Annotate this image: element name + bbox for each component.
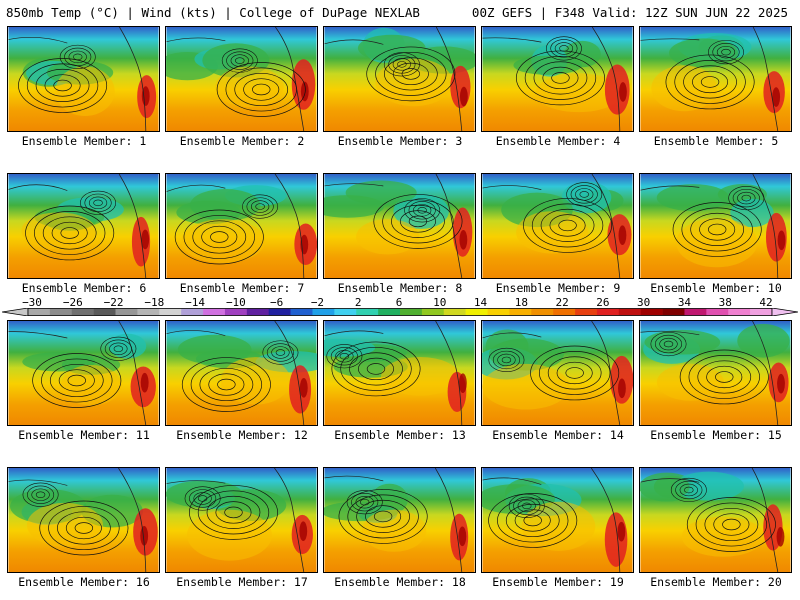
colorbar-tick-label: 2 <box>354 296 362 309</box>
ensemble-member-map <box>7 173 160 279</box>
colorbar-tick-label: 30 <box>637 296 651 309</box>
ensemble-member-label: Ensemble Member: 12 <box>176 428 308 442</box>
colorbar-tick-label: 34 <box>677 296 692 309</box>
ensemble-member-map <box>639 467 792 573</box>
ensemble-member-map <box>481 26 634 132</box>
colorbar-swatch <box>378 308 401 316</box>
colorbar-swatch <box>553 308 576 316</box>
ensemble-member-map <box>481 173 634 279</box>
colorbar-swatch <box>71 308 94 316</box>
ensemble-member-label: Ensemble Member: 8 <box>337 281 463 295</box>
ensemble-member-label: Ensemble Member: 2 <box>179 134 305 148</box>
ensemble-member-label: Ensemble Member: 20 <box>650 575 782 589</box>
ensemble-member-label: Ensemble Member: 3 <box>337 134 463 148</box>
colorbar-tick-label: −26 <box>62 296 83 309</box>
colorbar-swatch <box>618 308 642 316</box>
colorbar-tick-label: 10 <box>433 296 447 309</box>
colorbar-tick-label: −6 <box>270 296 284 309</box>
colorbar-swatch <box>224 308 248 316</box>
colorbar-swatch <box>49 308 73 316</box>
colorbar-swatch <box>421 308 445 316</box>
colorbar-swatch <box>159 308 182 316</box>
ensemble-member-map <box>481 320 634 426</box>
ensemble-member-map <box>165 320 318 426</box>
ensemble-member-map <box>323 467 476 573</box>
colorbar-tick-label: 6 <box>395 296 403 309</box>
ensemble-member-label: Ensemble Member: 6 <box>21 281 147 295</box>
colorbar-tick-label: −22 <box>103 296 124 309</box>
colorbar-swatch <box>443 308 466 316</box>
colorbar-swatch <box>706 308 729 316</box>
colorbar-tick-label: −14 <box>185 296 206 309</box>
colorbar-swatch <box>684 308 707 316</box>
colorbar-tick-label: 26 <box>596 296 610 309</box>
ensemble-member-label: Ensemble Member: 17 <box>176 575 308 589</box>
ensemble-member-map <box>165 467 318 573</box>
ensemble-member-label: Ensemble Member: 10 <box>650 281 782 295</box>
ensemble-member-label: Ensemble Member: 13 <box>334 428 466 442</box>
colorbar-labels: −30 −26 −22 −18 −14 −10 −6 −2 2 6 10 14 18 22 26 30 34 38… <box>0 296 800 309</box>
ensemble-member-label: Ensemble Member: 16 <box>18 575 150 589</box>
ensemble-member-map <box>323 173 476 279</box>
colorbar-tick-label: 42 <box>759 296 773 309</box>
colorbar-swatch <box>246 308 270 316</box>
ensemble-member-label: Ensemble Member: 14 <box>492 428 624 442</box>
colorbar-tick-label: −10 <box>225 296 246 309</box>
ensemble-member-label: Ensemble Member: 1 <box>21 134 147 148</box>
ensemble-member-label: Ensemble Member: 15 <box>650 428 782 442</box>
colorbar-swatch <box>28 308 51 316</box>
colorbar-tick-label: −2 <box>310 296 325 309</box>
colorbar-swatch <box>640 308 663 316</box>
colorbar-tick-label: −30 <box>22 296 42 309</box>
ensemble-member-label: Ensemble Member: 18 <box>334 575 466 589</box>
colorbar-swatch <box>115 308 138 316</box>
colorbar-swatch <box>356 308 379 316</box>
colorbar-swatch <box>596 308 620 316</box>
ensemble-member-map <box>639 26 792 132</box>
colorbar-swatch <box>487 308 510 316</box>
colorbar-swatch <box>400 308 423 316</box>
colorbar-swatch <box>181 308 204 316</box>
run-valid-time: 00Z GEFS | F348 Valid: 12Z SUN JUN 22 20… <box>471 5 788 20</box>
colorbar-swatch <box>750 308 773 316</box>
ensemble-member-map <box>481 467 634 573</box>
colorbar-swatch <box>268 308 291 316</box>
colorbar-left-arrow <box>2 308 29 316</box>
colorbar-right-arrow <box>771 308 798 316</box>
colorbar-swatch <box>575 308 598 316</box>
ensemble-member-map <box>7 467 160 573</box>
colorbar-swatch <box>334 308 357 316</box>
colorbar-swatch <box>290 308 313 316</box>
colorbar-swatch <box>203 308 226 316</box>
colorbar-tick-label: 18 <box>514 296 528 309</box>
colorbar-tick-label: −18 <box>144 296 165 309</box>
ensemble-member-label: Ensemble Member: 19 <box>492 575 624 589</box>
colorbar-swatch <box>728 308 751 316</box>
ensemble-member-map <box>7 26 160 132</box>
colorbar-swatch <box>662 308 685 316</box>
ensemble-member-label: Ensemble Member: 9 <box>495 281 621 295</box>
colorbar-swatch <box>137 308 160 316</box>
temperature-colorbar <box>2 308 798 316</box>
colorbar-swatch <box>509 308 532 316</box>
colorbar-swatch <box>531 308 554 316</box>
colorbar-tick-label: 38 <box>718 296 732 309</box>
colorbar-swatch <box>312 308 335 316</box>
ensemble-member-map <box>323 26 476 132</box>
ensemble-member-label: Ensemble Member: 4 <box>495 134 621 148</box>
ensemble-member-map <box>639 320 792 426</box>
ensemble-member-label: Ensemble Member: 5 <box>653 134 779 148</box>
ensemble-member-label: Ensemble Member: 7 <box>179 281 305 295</box>
ensemble-member-label: Ensemble Member: 11 <box>18 428 150 442</box>
colorbar-swatch <box>93 308 116 316</box>
colorbar-swatch <box>465 308 488 316</box>
ensemble-member-map <box>165 26 318 132</box>
chart-title: 850mb Temp (°C) | Wind (kts) | College o… <box>6 5 420 20</box>
ensemble-member-map <box>639 173 792 279</box>
ensemble-member-map <box>7 320 160 426</box>
ensemble-member-map <box>323 320 476 426</box>
colorbar-tick-label: 22 <box>555 296 569 309</box>
ensemble-member-map <box>165 173 318 279</box>
colorbar-tick-label: 14 <box>473 296 488 309</box>
